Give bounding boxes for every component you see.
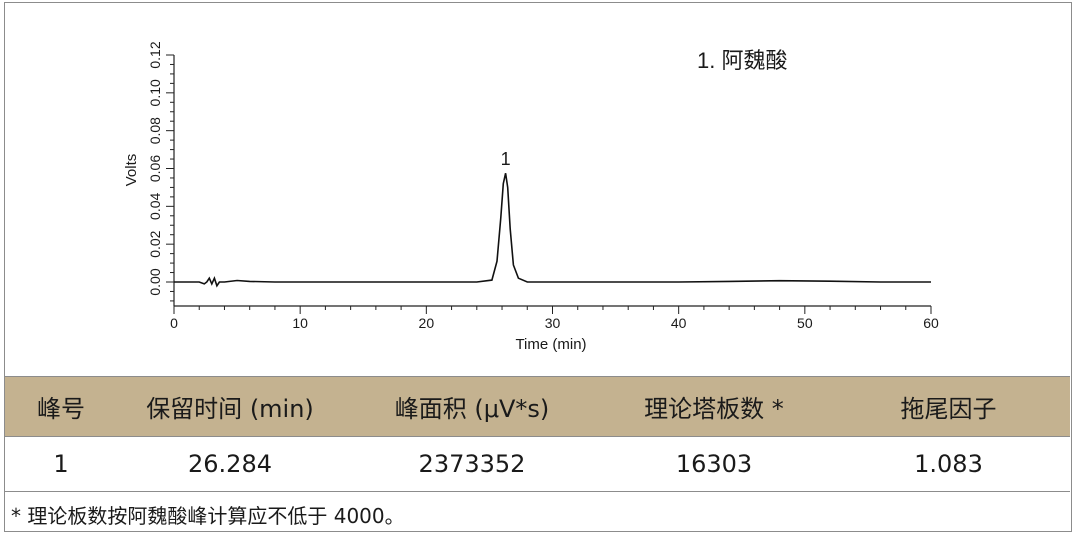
x-tick-label: 40: [671, 315, 687, 331]
y-tick-label: 0.04: [147, 192, 163, 219]
header-retention-time: 保留时间 (min): [146, 395, 314, 423]
table-header-row: 峰号 保留时间 (min) 峰面积 (μV*s) 理论塔板数 * 拖尾因子: [5, 376, 1070, 437]
y-tick-label: 0.10: [147, 79, 163, 106]
table-row: 1 26.284 2373352 16303 1.083: [5, 437, 1070, 492]
y-tick-label: 0.00: [147, 268, 163, 295]
header-peak-area: 峰面积 (μV*s): [394, 395, 550, 423]
y-tick-label: 0.08: [147, 117, 163, 144]
y-tick-label: 0.02: [147, 230, 163, 257]
series-line: [174, 173, 931, 288]
x-tick-label: 60: [923, 315, 939, 331]
chromatogram-chart: 0 10 20 30 40 50 60 0.00 0.02 0.04 0.06 0.08 0.10 0.1…: [123, 41, 939, 353]
y-tick-label: 0.12: [147, 41, 163, 68]
header-tailing-factor: 拖尾因子: [900, 395, 997, 423]
footnote: * 理论板数按阿魏酸峰计算应不低于 4000。: [11, 504, 405, 528]
x-tick-label: 10: [292, 315, 308, 331]
y-tick-label: 0.06: [147, 155, 163, 182]
header-peak-no: 峰号: [37, 395, 85, 423]
legend-text: 1. 阿魏酸: [697, 48, 787, 73]
cell-peak-no: 1: [53, 450, 69, 478]
x-tick-label: 30: [545, 315, 561, 331]
x-tick-label: 0: [170, 315, 178, 331]
x-axis-label: Time (min): [515, 336, 586, 353]
cell-retention-time: 26.284: [188, 450, 272, 478]
y-axis-label: Volts: [123, 154, 140, 187]
x-tick-label: 20: [419, 315, 435, 331]
x-tick-label: 50: [797, 315, 813, 331]
header-theoretical-plates: 理论塔板数 *: [644, 395, 784, 423]
cell-tailing-factor: 1.083: [914, 450, 983, 478]
cell-theoretical-plates: 16303: [675, 450, 753, 478]
figure-frame: 0 10 20 30 40 50 60 0.00 0.02 0.04 0.06 0.08 0.10 0.1…: [4, 2, 1072, 532]
cell-peak-area: 2373352: [418, 450, 526, 478]
peak-label: 1: [501, 149, 511, 169]
chart-axes: 0 10 20 30 40 50 60 0.00 0.02 0.04 0.06 0.08 0.10 0.1…: [147, 41, 939, 331]
